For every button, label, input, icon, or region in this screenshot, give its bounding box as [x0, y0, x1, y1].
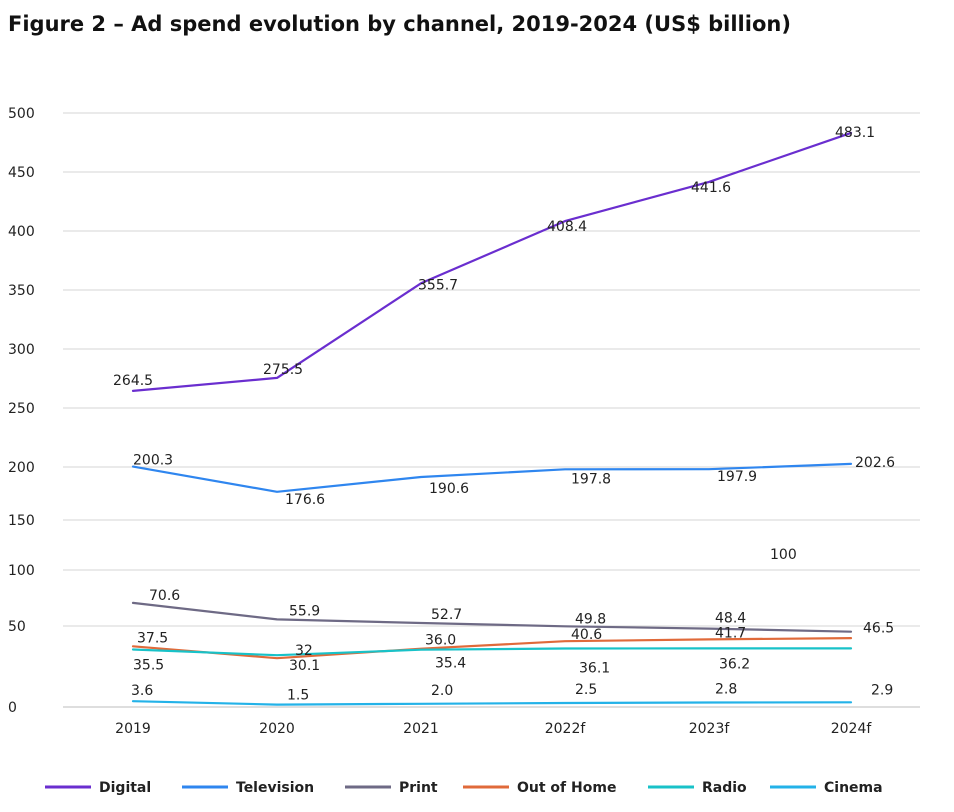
- series-line-radio: [131, 647, 853, 657]
- legend-label: Digital: [99, 780, 151, 796]
- data-label: 1.5: [287, 688, 309, 704]
- y-tick-label: 100: [8, 563, 35, 579]
- data-label: 32: [295, 643, 313, 659]
- data-label: 46.5: [863, 621, 894, 637]
- data-label: 275.5: [263, 362, 303, 378]
- y-tick-label: 400: [8, 224, 35, 240]
- data-label: 41.7: [715, 625, 746, 641]
- data-label: 48.4: [715, 611, 746, 627]
- data-label: 408.4: [547, 219, 587, 235]
- annotation-label: 100: [770, 547, 797, 563]
- x-tick-label: 2019: [115, 721, 151, 737]
- x-tick-label: 2024f: [831, 721, 873, 737]
- data-label: 52.7: [431, 607, 462, 623]
- data-label: 40.6: [571, 627, 602, 643]
- x-tick-label: 2021: [403, 721, 439, 737]
- legend-label: Radio: [702, 780, 747, 796]
- data-label: 355.7: [418, 277, 458, 293]
- legend-label: Out of Home: [517, 780, 616, 796]
- data-label: 176.6: [285, 492, 325, 508]
- y-tick-label: 250: [8, 401, 35, 417]
- y-tick-label: 200: [8, 460, 35, 476]
- chart-title: Figure 2 – Ad spend evolution by channel…: [8, 12, 791, 36]
- annotations: 100: [770, 547, 797, 563]
- data-label: 202.6: [855, 455, 895, 471]
- data-labels: 264.5 275.5 355.7 408.4 441.6 483.1 200.3 176.6…: [113, 125, 895, 704]
- legend: Digital Television Print Out of Home Radio Ci…: [45, 780, 883, 796]
- y-tick-label: 450: [8, 165, 35, 181]
- series-lines: [131, 131, 853, 706]
- data-label: 200.3: [133, 453, 173, 469]
- data-label: 35.5: [133, 657, 164, 673]
- data-label: 2.8: [715, 681, 737, 697]
- data-label: 36.1: [579, 661, 610, 677]
- data-label: 441.6: [691, 180, 731, 196]
- data-label: 37.5: [137, 630, 168, 646]
- series-line-cinema: [131, 700, 853, 706]
- x-tick-label: 2023f: [689, 721, 731, 737]
- series-line-out-of-home: [131, 636, 853, 660]
- y-tick-label: 500: [8, 106, 35, 122]
- series-line-print: [131, 601, 853, 633]
- legend-label: Cinema: [824, 780, 883, 796]
- data-label: 30.1: [289, 658, 320, 674]
- y-tick-label: 50: [8, 619, 26, 635]
- gridlines: [63, 112, 920, 708]
- data-label: 2.5: [575, 682, 597, 698]
- y-tick-label: 350: [8, 283, 35, 299]
- data-label: 2.0: [431, 683, 453, 699]
- data-label: 2.9: [871, 682, 893, 698]
- series-line-digital: [131, 131, 853, 392]
- data-label: 35.4: [435, 656, 466, 672]
- data-label: 36.2: [719, 656, 750, 672]
- data-label: 197.8: [571, 471, 611, 487]
- data-label: 55.9: [289, 603, 320, 619]
- y-tick-label: 300: [8, 342, 35, 358]
- y-tick-label: 150: [8, 513, 35, 529]
- data-label: 190.6: [429, 481, 469, 497]
- data-label: 483.1: [835, 125, 875, 141]
- data-label: 36.0: [425, 633, 456, 649]
- y-tick-label: 0: [8, 700, 17, 716]
- x-tick-label: 2022f: [545, 721, 587, 737]
- data-label: 264.5: [113, 373, 153, 389]
- data-label: 3.6: [131, 683, 153, 699]
- data-label: 197.9: [717, 469, 757, 485]
- legend-label: Television: [236, 780, 314, 796]
- x-axis-ticks: 2019 2020 2021 2022f 2023f 2024f: [115, 721, 872, 737]
- x-tick-label: 2020: [259, 721, 295, 737]
- legend-label: Print: [399, 780, 438, 796]
- data-label: 70.6: [149, 588, 180, 604]
- data-label: 49.8: [575, 611, 606, 627]
- series-line-television: [131, 462, 853, 493]
